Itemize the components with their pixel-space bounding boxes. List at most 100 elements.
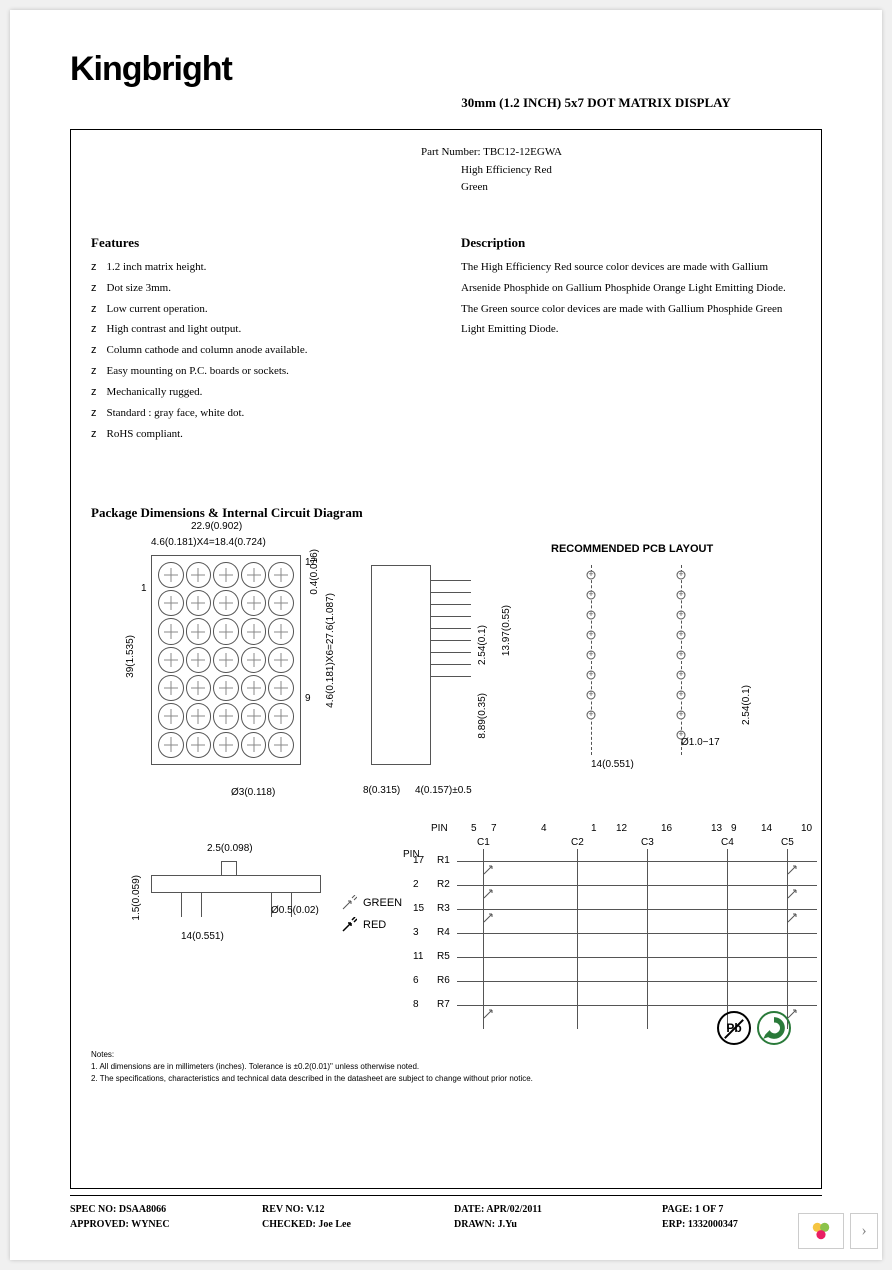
pcb-pad [587,650,596,659]
led-symbol [483,885,497,899]
matrix-dot [186,590,212,616]
pcb-layout [551,565,731,755]
matrix-dot [241,562,267,588]
dim-pcb-hole: Ø1.0−17 [681,737,720,748]
feature-item: 1.2 inch matrix height. [91,257,431,278]
dim-height: 39(1.535) [125,635,136,678]
matrix-dot [213,562,239,588]
page-nav: › [798,1213,878,1249]
note-1: 1. All dimensions are in millimeters (in… [91,1061,801,1073]
footer-drawn: DRAWN: J.Yu [454,1219,662,1230]
part-number-block: Part Number: TBC12-12EGWA High Efficienc… [421,144,801,197]
side-view [371,565,431,765]
datasheet-page: Kingbright 30mm (1.2 INCH) 5x7 DOT MATRI… [10,10,882,1260]
circuit-row-label: R2 [437,879,450,890]
matrix-dot [268,675,294,701]
circuit-row-label: R3 [437,903,450,914]
pin-word-top: PIN [431,823,448,834]
matrix-dot [241,590,267,616]
nav-logo-icon[interactable] [798,1213,844,1249]
dim-side-w: 8(0.315) [363,785,400,796]
pcb-pad [587,610,596,619]
matrix-dot [213,618,239,644]
dim-pcb-pitch: 2.54(0.1) [741,685,752,725]
circuit-row-label: R5 [437,951,450,962]
footer-rev: REV NO: V.12 [262,1204,454,1215]
features-heading: Features [91,235,431,251]
feature-item: Dot size 3mm. [91,278,431,299]
circuit-row-label: R1 [437,855,450,866]
dim-col-pitch: 4.6(0.181)X4=18.4(0.724) [151,537,266,548]
circuit-col-label: C1 [477,837,490,848]
legend-green-label: GREEN [363,897,402,909]
circuit-col-label: C2 [571,837,584,848]
circuit-diagram: PIN PIN 574112161391410C1C2C3C4C517R12R2… [431,825,821,1035]
circuit-col-pin: 16 [661,823,672,834]
feature-item: Mechanically rugged. [91,382,431,403]
matrix-dot [213,732,239,758]
circuit-row-pin: 6 [413,975,419,986]
circuit-row-pin: 2 [413,879,419,890]
content-frame: Part Number: TBC12-12EGWA High Efficienc… [70,129,822,1189]
brand-logo: Kingbright [70,50,822,89]
part-number: Part Number: TBC12-12EGWA [421,144,801,162]
led-symbol [483,1005,497,1019]
pcb-pad [677,690,686,699]
pcb-pad [587,670,596,679]
circuit-col-pin: 4 [541,823,547,834]
matrix-dot [186,647,212,673]
legend-red-label: RED [363,919,386,931]
matrix-dot [186,618,212,644]
features-list: 1.2 inch matrix height. Dot size 3mm. Lo… [91,257,431,445]
matrix-dot [186,562,212,588]
pcb-pad [587,590,596,599]
feature-item: High contrast and light output. [91,319,431,340]
pcb-heading: RECOMMENDED PCB LAYOUT [551,543,713,555]
matrix-dot [241,618,267,644]
rohs-badge [757,1011,791,1045]
next-page-button[interactable]: › [850,1213,878,1249]
circuit-col-pin: 13 [711,823,722,834]
matrix-dot [158,562,184,588]
matrix-dot [268,732,294,758]
pin-9-label: 9 [305,693,311,704]
circuit-col-pin: 1 [591,823,597,834]
led-symbol [787,909,801,923]
led-symbol [787,885,801,899]
dim-edge: 0.4(0.016) [309,549,320,595]
dim-xsect-w: 14(0.551) [181,931,224,942]
led-icon-green [341,895,357,911]
notes-block: Notes: 1. All dimensions are in millimet… [91,1049,801,1085]
matrix-dot [268,562,294,588]
circuit-col-pin: 5 [471,823,477,834]
description-column: Description The High Efficiency Red sour… [461,235,801,445]
dim-top-width: 22.9(0.902) [191,521,242,532]
footer-divider [70,1195,822,1196]
matrix-dot [186,675,212,701]
matrix-dot [241,675,267,701]
feature-item: Column cathode and column anode availabl… [91,340,431,361]
matrix-dot [213,590,239,616]
features-column: Features 1.2 inch matrix height. Dot siz… [91,235,431,445]
matrix-dot [213,703,239,729]
compliance-badges: Pb [717,1011,791,1045]
circuit-row-pin: 3 [413,927,419,938]
dim-xsect-h: 1.5(0.059) [131,875,142,921]
part-color-2: Green [461,179,801,197]
pcb-pad [677,670,686,679]
dim-side-off: 4(0.157)±0.5 [415,785,472,796]
circuit-row-label: R4 [437,927,450,938]
matrix-dot [213,647,239,673]
matrix-dot [241,732,267,758]
dim-pcb-w: 14(0.551) [591,759,634,770]
feature-item: Low current operation. [91,299,431,320]
dim-pin-pitch: 2.54(0.1) [477,625,488,665]
description-text: The High Efficiency Red source color dev… [461,257,801,341]
circuit-row-pin: 11 [413,951,423,962]
matrix-dot [158,618,184,644]
matrix-dot [268,618,294,644]
dim-row-pitch: 4.6(0.181)X6=27.6(1.087) [325,593,336,708]
circuit-col-label: C5 [781,837,794,848]
circuit-row-pin: 15 [413,903,424,914]
circuit-col-pin: 14 [761,823,772,834]
